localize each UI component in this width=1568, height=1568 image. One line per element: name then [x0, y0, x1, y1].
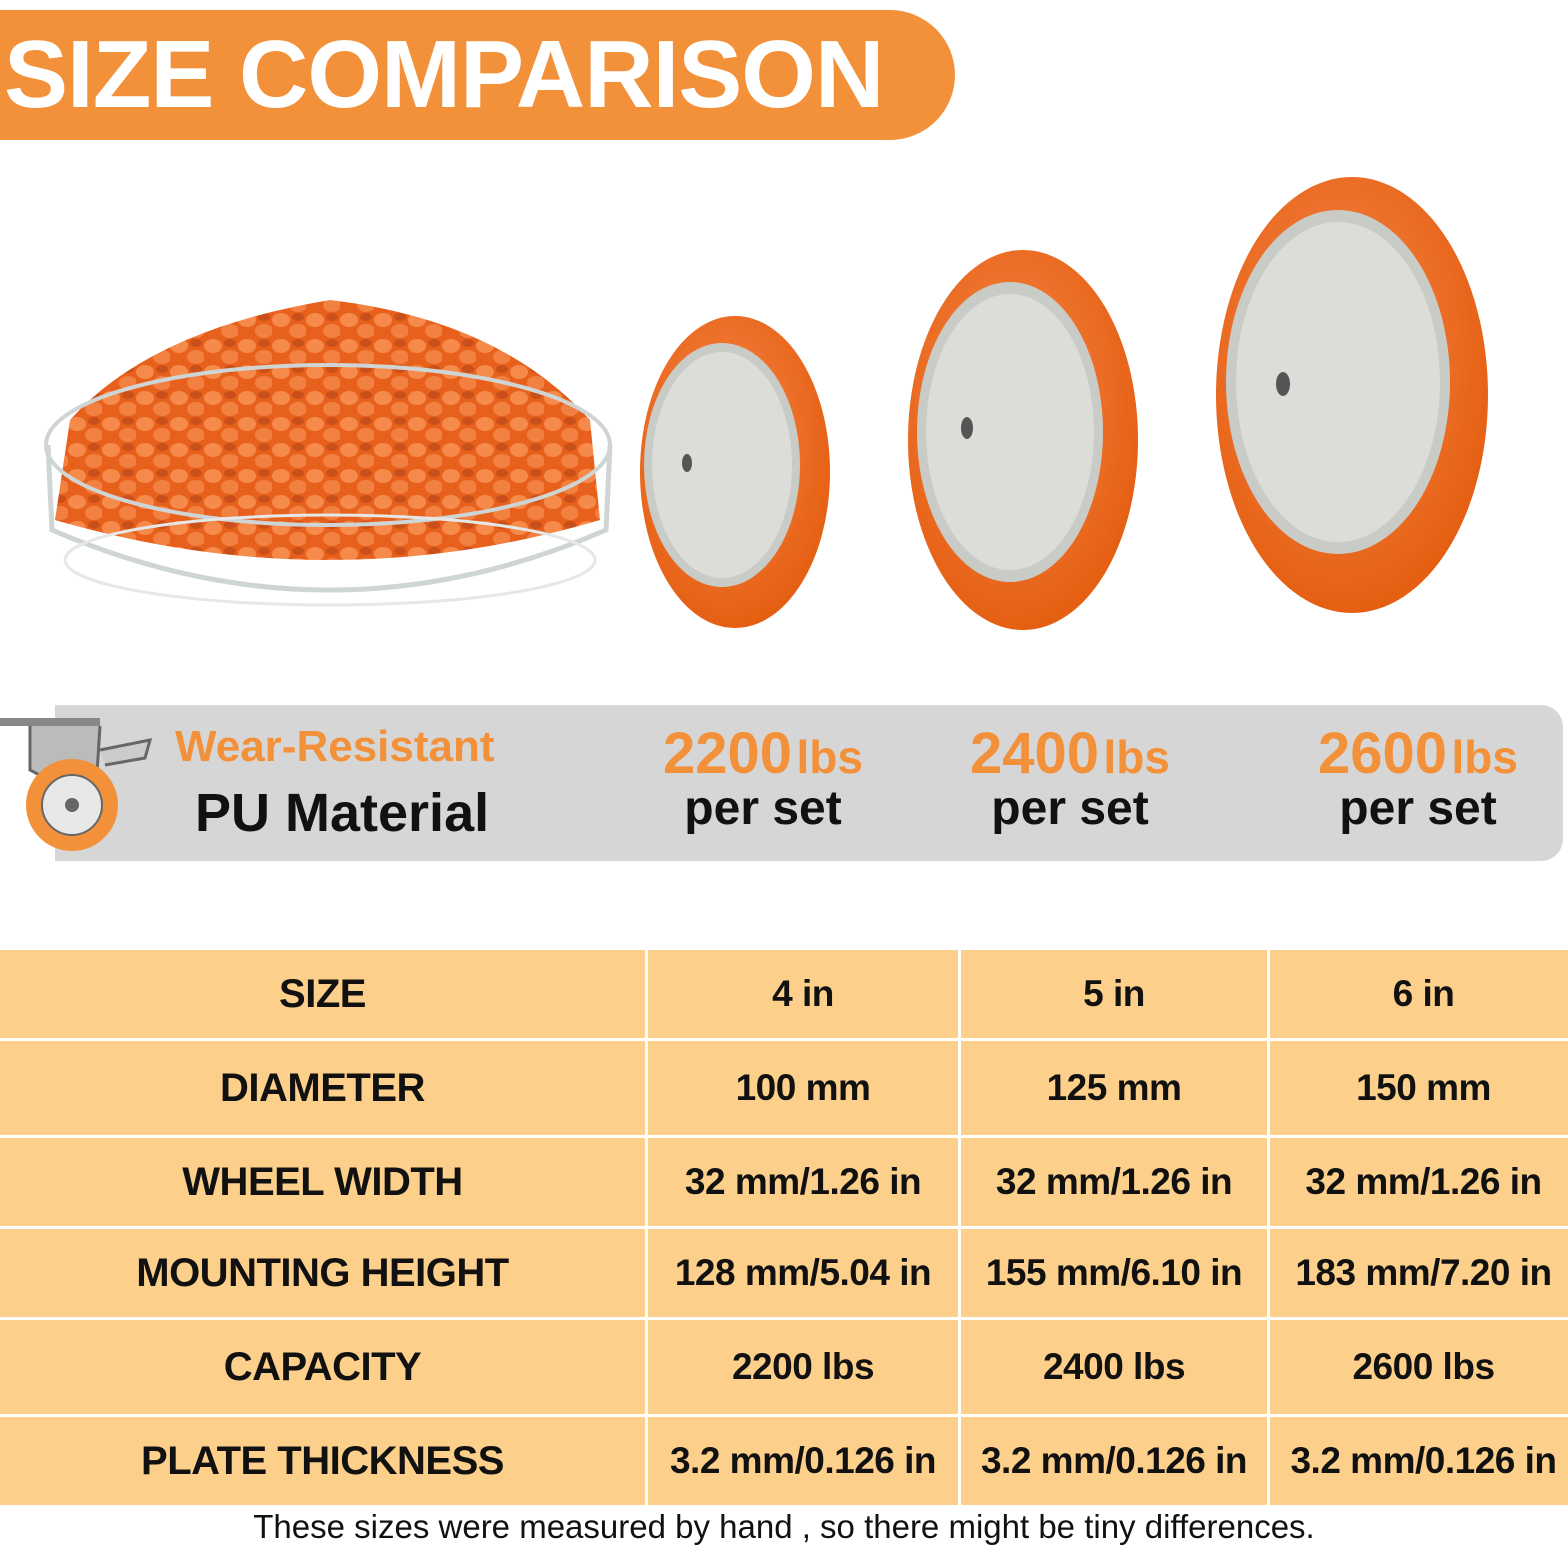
- table-cell: 3.2 mm/0.126 in: [648, 1417, 958, 1505]
- capacity-block: 2200 lbs per set: [603, 720, 923, 836]
- pellet-bowl: [44, 300, 613, 607]
- capacity-unit: lbs: [1103, 731, 1170, 783]
- capacity-block: 2400 lbs per set: [910, 720, 1230, 836]
- row-label: MOUNTING HEIGHT: [0, 1229, 645, 1317]
- table-cell: 155 mm/6.10 in: [961, 1229, 1267, 1317]
- wheel-small: [640, 316, 830, 628]
- capacity-value: 2200: [663, 721, 793, 786]
- row-label: PLATE THICKNESS: [0, 1417, 645, 1505]
- capacity-value: 2400: [970, 721, 1100, 786]
- capacity-value: 2600: [1318, 721, 1448, 786]
- table-cell: 2600 lbs: [1270, 1320, 1568, 1414]
- table-cell: 5 in: [961, 950, 1267, 1038]
- capacity-note: per set: [684, 782, 842, 835]
- caster-icon: [0, 718, 153, 851]
- spec-table: SIZE 4 in 5 in 6 in DIAMETER 100 mm 125 mm 150 …: [0, 950, 1568, 1505]
- material-line1: Wear-Resistant: [175, 722, 495, 771]
- table-cell: 32 mm/1.26 in: [1270, 1138, 1568, 1226]
- wheel-medium: [908, 250, 1138, 630]
- product-images: [44, 177, 1488, 630]
- capacity-block: 2600 lbs per set: [1258, 720, 1568, 836]
- title-banner: SIZE COMPARISON: [0, 10, 955, 140]
- title: SIZE COMPARISON: [4, 21, 884, 128]
- capacity-unit: lbs: [1451, 731, 1518, 783]
- table-cell: 183 mm/7.20 in: [1270, 1229, 1568, 1317]
- row-label: SIZE: [0, 950, 645, 1038]
- capacity-note: per set: [1339, 782, 1497, 835]
- table-cell: 6 in: [1270, 950, 1568, 1038]
- table-cell: 125 mm: [961, 1041, 1267, 1135]
- capacity-unit: lbs: [796, 731, 863, 783]
- table-cell: 3.2 mm/0.126 in: [961, 1417, 1267, 1505]
- table-cell: 2200 lbs: [648, 1320, 958, 1414]
- table-cell: 32 mm/1.26 in: [961, 1138, 1267, 1226]
- table-cell: 2400 lbs: [961, 1320, 1267, 1414]
- footer-note: These sizes were measured by hand , so t…: [253, 1508, 1315, 1545]
- row-label: DIAMETER: [0, 1041, 645, 1135]
- table-cell: 128 mm/5.04 in: [648, 1229, 958, 1317]
- row-label: CAPACITY: [0, 1320, 645, 1414]
- table-cell: 3.2 mm/0.126 in: [1270, 1417, 1568, 1505]
- table-cell: 100 mm: [648, 1041, 958, 1135]
- material-line2: PU Material: [195, 783, 490, 843]
- table-cell: 4 in: [648, 950, 958, 1038]
- table-cell: 32 mm/1.26 in: [648, 1138, 958, 1226]
- info-band: [55, 705, 1563, 861]
- capacity-note: per set: [991, 782, 1149, 835]
- row-label: WHEEL WIDTH: [0, 1138, 645, 1226]
- wheel-large: [1216, 177, 1488, 613]
- table-cell: 150 mm: [1270, 1041, 1568, 1135]
